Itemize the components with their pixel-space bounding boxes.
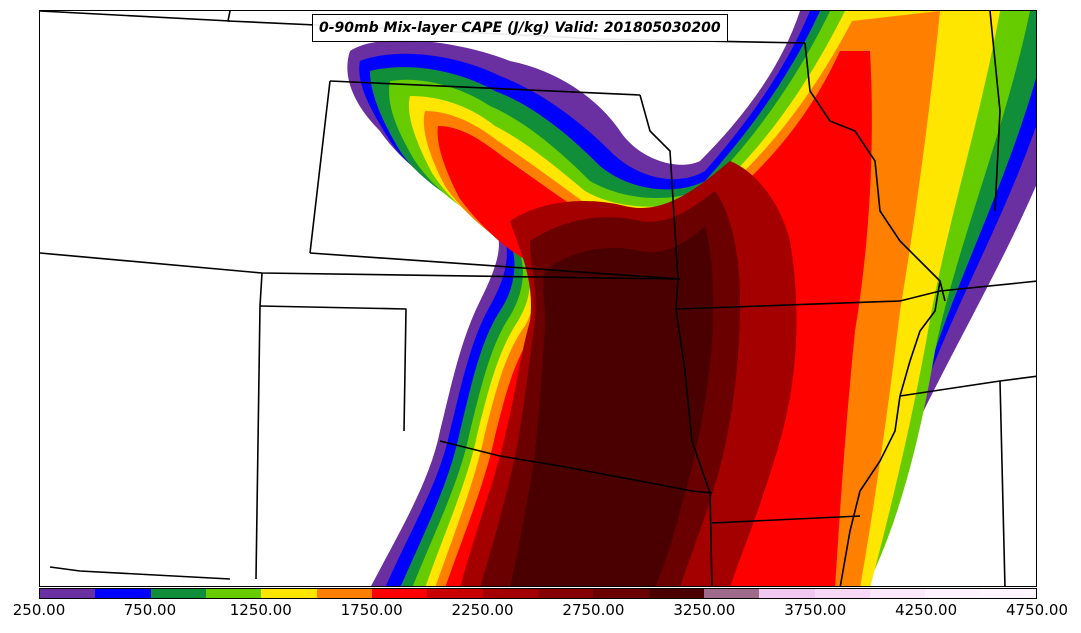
boundary-line <box>329 80 641 96</box>
boundary-line <box>309 252 681 280</box>
boundary-line <box>675 308 693 442</box>
colorbar-segment <box>150 589 206 598</box>
cape-shading <box>347 11 1036 586</box>
boundary-line <box>839 280 941 586</box>
boundary-line <box>40 11 231 22</box>
colorbar-segment <box>95 589 151 598</box>
colorbar-tick-label: 4750.00 <box>1005 601 1069 619</box>
colorbar-segment <box>814 589 870 598</box>
colorbar-segment <box>427 589 483 598</box>
colorbar-segment <box>648 589 704 598</box>
colorbar-segment <box>261 589 317 598</box>
colorbar-segment <box>703 589 760 598</box>
colorbar-segment <box>593 589 649 598</box>
colorbar-tick-label: 2250.00 <box>451 601 514 619</box>
boundary-line <box>999 380 1006 586</box>
colorbar-segment <box>759 589 815 598</box>
map-title: 0-90mb Mix-layer CAPE (J/kg) Valid: 2018… <box>312 14 728 42</box>
cape-map <box>40 11 1036 586</box>
colorbar-segment <box>537 589 594 598</box>
boundary-line <box>439 440 713 494</box>
colorbar-segment <box>316 589 372 598</box>
colorbar-tick-label: 3750.00 <box>784 601 847 619</box>
colorbar-segment <box>925 589 981 598</box>
colorbar-segment <box>371 589 428 598</box>
colorbar-segment <box>980 589 1036 598</box>
cape-contour-band <box>510 226 714 586</box>
colorbar-tick-label: 4250.00 <box>895 601 958 619</box>
boundary-line <box>639 94 679 280</box>
boundary-line <box>255 272 263 580</box>
boundary-line <box>309 80 331 254</box>
boundary-line <box>899 280 1036 302</box>
boundary-line <box>49 566 231 580</box>
colorbar-tick-label: 3250.00 <box>673 601 736 619</box>
colorbar-segment <box>205 589 262 598</box>
colorbar-tick-label: 250.00 <box>12 601 66 619</box>
colorbar-segment <box>869 589 926 598</box>
colorbar-tick-label: 2750.00 <box>562 601 625 619</box>
colorbar-tick-label: 1250.00 <box>229 601 292 619</box>
colorbar <box>39 588 1037 599</box>
boundary-line <box>804 42 946 302</box>
boundary-line <box>259 305 407 432</box>
colorbar-tick-label: 750.00 <box>123 601 177 619</box>
boundary-line <box>711 515 861 524</box>
boundary-line <box>989 11 1001 212</box>
colorbar-tick-label: 1750.00 <box>340 601 403 619</box>
colorbar-segment <box>40 589 96 598</box>
colorbar-segment <box>482 589 538 598</box>
map-panel <box>39 10 1037 587</box>
